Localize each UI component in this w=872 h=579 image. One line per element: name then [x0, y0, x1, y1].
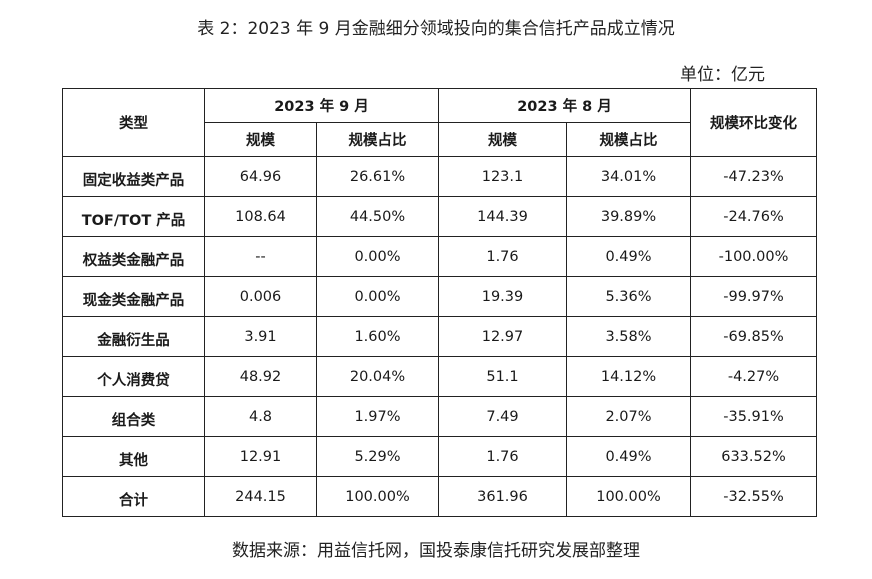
cell-sep-scale: 12.91 — [204, 436, 317, 477]
cell-sep-scale: -- — [204, 236, 317, 277]
cell-change: -32.55% — [690, 476, 817, 517]
header-aug-scale: 规模 — [438, 122, 567, 157]
table-title: 表 2：2023 年 9 月金融细分领域投向的集合信托产品成立情况 — [197, 19, 675, 39]
cell-change: 633.52% — [690, 436, 817, 477]
header-row-2: 规模 规模占比 规模 规模占比 — [63, 122, 817, 157]
table-row: TOF/TOT 产品 108.64 44.50% 144.39 39.89% -… — [62, 196, 817, 237]
table-row: 固定收益类产品 64.96 26.61% 123.1 34.01% -47.23… — [62, 156, 817, 197]
cell-sep-scale: 0.006 — [204, 276, 317, 317]
cell-aug-scale: 12.97 — [438, 316, 567, 357]
row-name: 个人消费贷 — [62, 356, 205, 397]
cell-sep-share: 1.97% — [316, 396, 439, 437]
row-name: 组合类 — [62, 396, 205, 437]
row-name: 合计 — [62, 476, 205, 517]
cell-sep-share: 1.60% — [316, 316, 439, 357]
table-row-total: 合计 244.15 100.00% 361.96 100.00% -32.55% — [62, 476, 817, 517]
cell-sep-share: 20.04% — [316, 356, 439, 397]
row-name: 固定收益类产品 — [62, 156, 205, 197]
cell-aug-scale: 144.39 — [438, 196, 567, 237]
cell-change: -100.00% — [690, 236, 817, 277]
header-sep-scale: 规模 — [204, 122, 317, 157]
table-row: 个人消费贷 48.92 20.04% 51.1 14.12% -4.27% — [62, 356, 817, 397]
cell-sep-scale: 3.91 — [204, 316, 317, 357]
cell-sep-scale: 48.92 — [204, 356, 317, 397]
cell-sep-share: 26.61% — [316, 156, 439, 197]
cell-aug-scale: 51.1 — [438, 356, 567, 397]
cell-aug-share: 34.01% — [566, 156, 691, 197]
cell-aug-share: 3.58% — [566, 316, 691, 357]
cell-aug-scale: 1.76 — [438, 436, 567, 477]
cell-aug-share: 14.12% — [566, 356, 691, 397]
cell-sep-share: 0.00% — [316, 236, 439, 277]
row-name: 其他 — [62, 436, 205, 477]
table-row: 组合类 4.8 1.97% 7.49 2.07% -35.91% — [62, 396, 817, 437]
table-row: 其他 12.91 5.29% 1.76 0.49% 633.52% — [62, 436, 817, 477]
header-period-sep: 2023 年 9 月 — [204, 88, 439, 123]
header-sep-share: 规模占比 — [316, 122, 439, 157]
cell-change: -47.23% — [690, 156, 817, 197]
row-name: TOF/TOT 产品 — [62, 196, 205, 237]
cell-change: -4.27% — [690, 356, 817, 397]
unit-label: 单位：亿元 — [680, 65, 765, 85]
cell-sep-scale: 64.96 — [204, 156, 317, 197]
cell-change: -35.91% — [690, 396, 817, 437]
cell-sep-share: 100.00% — [316, 476, 439, 517]
row-name: 金融衍生品 — [62, 316, 205, 357]
row-name: 现金类金融产品 — [62, 276, 205, 317]
cell-aug-share: 5.36% — [566, 276, 691, 317]
cell-change: -24.76% — [690, 196, 817, 237]
table-row: 金融衍生品 3.91 1.60% 12.97 3.58% -69.85% — [62, 316, 817, 357]
row-name: 权益类金融产品 — [62, 236, 205, 277]
cell-change: -69.85% — [690, 316, 817, 357]
cell-sep-share: 0.00% — [316, 276, 439, 317]
cell-aug-scale: 1.76 — [438, 236, 567, 277]
cell-aug-share: 2.07% — [566, 396, 691, 437]
table-row: 现金类金融产品 0.006 0.00% 19.39 5.36% -99.97% — [62, 276, 817, 317]
table-row: 权益类金融产品 -- 0.00% 1.76 0.49% -100.00% — [62, 236, 817, 277]
cell-sep-share: 5.29% — [316, 436, 439, 477]
cell-aug-scale: 123.1 — [438, 156, 567, 197]
data-table: 类型 2023 年 9 月 2023 年 8 月 规模环比变化 规模 规模占比 … — [62, 88, 817, 517]
header-aug-share: 规模占比 — [566, 122, 691, 157]
cell-aug-share: 100.00% — [566, 476, 691, 517]
cell-aug-scale: 19.39 — [438, 276, 567, 317]
header-period-aug: 2023 年 8 月 — [438, 88, 691, 123]
cell-aug-scale: 361.96 — [438, 476, 567, 517]
cell-sep-scale: 108.64 — [204, 196, 317, 237]
cell-aug-share: 0.49% — [566, 236, 691, 277]
source-note: 数据来源：用益信托网，国投泰康信托研究发展部整理 — [232, 541, 640, 561]
header-row-1: 类型 2023 年 9 月 2023 年 8 月 规模环比变化 — [62, 88, 817, 157]
header-type: 类型 — [62, 88, 205, 157]
header-change: 规模环比变化 — [690, 88, 817, 157]
cell-sep-scale: 4.8 — [204, 396, 317, 437]
cell-aug-share: 0.49% — [566, 436, 691, 477]
cell-change: -99.97% — [690, 276, 817, 317]
cell-aug-scale: 7.49 — [438, 396, 567, 437]
cell-sep-share: 44.50% — [316, 196, 439, 237]
cell-aug-share: 39.89% — [566, 196, 691, 237]
cell-sep-scale: 244.15 — [204, 476, 317, 517]
